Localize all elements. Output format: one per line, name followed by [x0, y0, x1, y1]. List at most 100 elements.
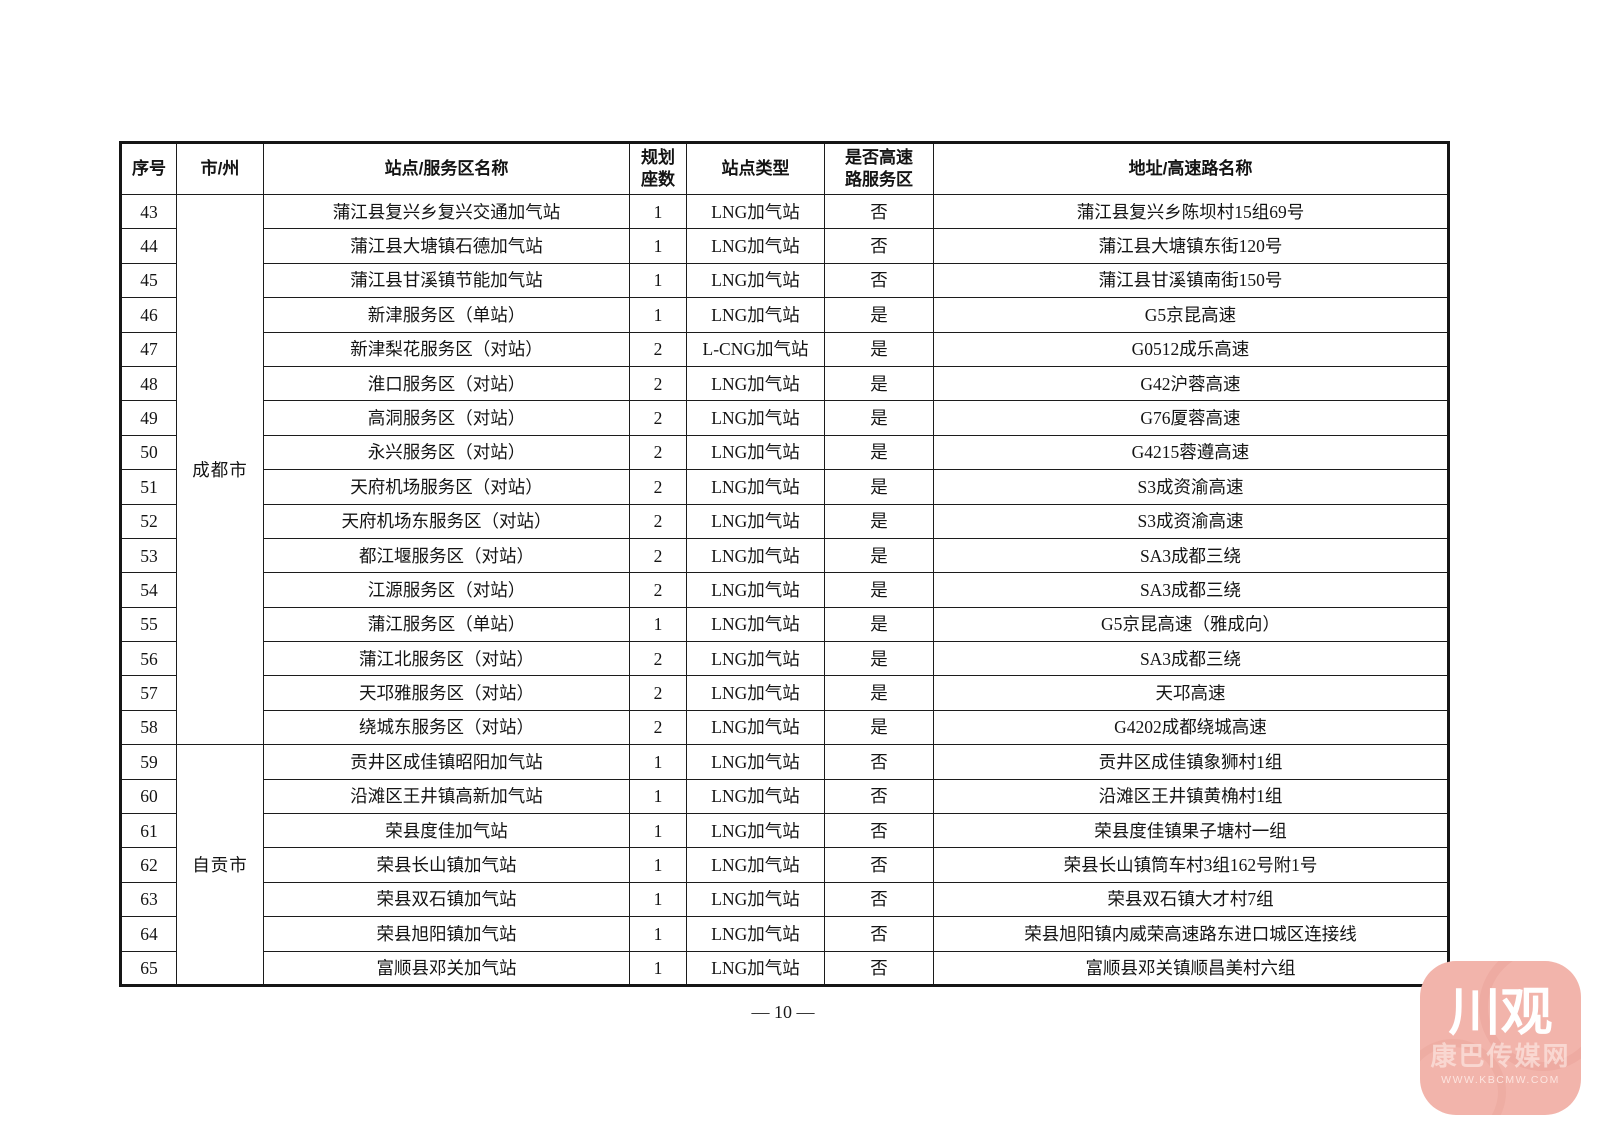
row-number-cell: 49 [120, 400, 177, 436]
highway-flag-cell: 是 [824, 503, 934, 539]
address-cell: G0512成乐高速 [933, 331, 1449, 367]
station-type-cell: LNG加气站 [686, 744, 825, 780]
station-type-cell: LNG加气站 [686, 537, 825, 574]
address-cell: G4202成都绕城高速 [933, 709, 1449, 746]
row-number-cell: 60 [120, 778, 177, 815]
highway-flag-cell: 否 [824, 193, 934, 230]
planned-count-cell: 2 [629, 675, 687, 711]
station-name-cell: 永兴服务区（对站） [263, 434, 630, 471]
highway-flag-cell: 是 [824, 709, 934, 746]
table-row: 65 富顺县邓关加气站 1 LNG加气站否富顺县邓关镇顺昌美村六组 [120, 950, 1449, 986]
planned-count-cell: 2 [629, 331, 687, 367]
highway-flag-cell: 是 [824, 469, 934, 505]
address-cell: SA3成都三绕 [933, 572, 1449, 608]
station-type-cell: LNG加气站 [686, 469, 825, 505]
station-name-cell: 贡井区成佳镇昭阳加气站 [263, 744, 630, 780]
table-row: 56 蒲江北服务区（对站） 2 LNG加气站是 SA3成都三绕 [120, 641, 1449, 677]
station-name-cell: 沿滩区王井镇高新加气站 [263, 778, 630, 815]
planned-count-cell: 1 [629, 950, 687, 986]
station-type-cell: LNG加气站 [686, 606, 825, 643]
station-type-cell: LNG加气站 [686, 365, 825, 402]
station-name-cell: 绕城东服务区（对站） [263, 709, 630, 746]
table-row: 48 淮口服务区（对站） 2 LNG加气站是 G42沪蓉高速 [120, 365, 1449, 402]
planned-count-cell: 2 [629, 434, 687, 471]
row-number-cell: 59 [120, 744, 177, 780]
station-type-cell: LNG加气站 [686, 572, 825, 608]
highway-flag-cell: 否 [824, 778, 934, 815]
column-header: 是否高速 路服务区 [824, 142, 934, 195]
highway-flag-cell: 是 [824, 400, 934, 436]
table-row: 44 蒲江县大塘镇石德加气站 1 LNG加气站否蒲江县大塘镇东街120号 [120, 228, 1449, 264]
column-header: 序号 [120, 142, 177, 195]
table-row: 60 沿滩区王井镇高新加气站 1 LNG加气站否沿滩区王井镇黄桷村1组 [120, 778, 1449, 815]
address-cell: 富顺县邓关镇顺昌美村六组 [933, 950, 1449, 986]
planned-count-cell: 1 [629, 916, 687, 952]
station-type-cell: LNG加气站 [686, 813, 825, 849]
station-name-cell: 蒲江县复兴乡复兴交通加气站 [263, 193, 630, 230]
row-number-cell: 61 [120, 813, 177, 849]
address-cell: 沿滩区王井镇黄桷村1组 [933, 778, 1449, 815]
address-cell: 蒲江县大塘镇东街120号 [933, 228, 1449, 264]
row-number-cell: 63 [120, 881, 177, 918]
station-type-cell: LNG加气站 [686, 709, 825, 746]
row-number-cell: 51 [120, 469, 177, 505]
station-name-cell: 新津服务区（单站） [263, 297, 630, 333]
station-name-cell: 江源服务区（对站） [263, 572, 630, 608]
row-number-cell: 50 [120, 434, 177, 471]
highway-flag-cell: 是 [824, 434, 934, 471]
row-number-cell: 55 [120, 606, 177, 643]
row-number-cell: 43 [120, 193, 177, 230]
row-number-cell: 62 [120, 847, 177, 883]
table-row: 58 绕城东服务区（对站） 2 LNG加气站是 G4202成都绕城高速 [120, 709, 1449, 746]
watermark-badge: 川观 康巴传媒网 WWW.KBCMW.COM [1420, 961, 1581, 1115]
address-cell: G42沪蓉高速 [933, 365, 1449, 402]
address-cell: 荣县长山镇筒车村3组162号附1号 [933, 847, 1449, 883]
row-number-cell: 46 [120, 297, 177, 333]
station-name-cell: 天府机场东服务区（对站） [263, 503, 630, 539]
address-cell: 荣县双石镇大才村7组 [933, 881, 1449, 918]
planned-count-cell: 2 [629, 503, 687, 539]
column-header: 站点类型 [686, 142, 825, 195]
highway-flag-cell: 否 [824, 881, 934, 918]
planned-count-cell: 1 [629, 228, 687, 264]
table-row: 55 蒲江服务区（单站） 1 LNG加气站是 G5京昆高速（雅成向） [120, 606, 1449, 643]
column-header: 站点/服务区名称 [263, 142, 630, 195]
column-header: 规划 座数 [629, 142, 687, 195]
table-row: 57 天邛雅服务区（对站） 2 LNG加气站是天邛高速 [120, 675, 1449, 711]
city-cell: 成都市 [176, 193, 264, 746]
address-cell: G4215蓉遵高速 [933, 434, 1449, 471]
column-header: 地址/高速路名称 [933, 142, 1449, 195]
table-row: 49 高洞服务区（对站） 2 LNG加气站是 G76厦蓉高速 [120, 400, 1449, 436]
highway-flag-cell: 否 [824, 847, 934, 883]
address-cell: S3成资渝高速 [933, 469, 1449, 505]
station-name-cell: 高洞服务区（对站） [263, 400, 630, 436]
station-type-cell: LNG加气站 [686, 297, 825, 333]
address-cell: G76厦蓉高速 [933, 400, 1449, 436]
address-cell: G5京昆高速（雅成向） [933, 606, 1449, 643]
planned-count-cell: 2 [629, 572, 687, 608]
station-type-cell: LNG加气站 [686, 881, 825, 918]
row-number-cell: 48 [120, 365, 177, 402]
planned-count-cell: 2 [629, 469, 687, 505]
highway-flag-cell: 是 [824, 572, 934, 608]
stations-table: 序号 市/州 站点/服务区名称 规划 座数 站点类型 是否高速 路服务区 地址/高速路名称 … [119, 141, 1450, 987]
row-number-cell: 45 [120, 262, 177, 299]
highway-flag-cell: 是 [824, 365, 934, 402]
table-row: 62 荣县长山镇加气站 1 LNG加气站否荣县长山镇筒车村3组162号附1号 [120, 847, 1449, 883]
planned-count-cell: 1 [629, 297, 687, 333]
planned-count-cell: 1 [629, 744, 687, 780]
row-number-cell: 57 [120, 675, 177, 711]
watermark-title: 川观 [1448, 985, 1553, 1042]
highway-flag-cell: 否 [824, 262, 934, 299]
header-row: 序号 市/州 站点/服务区名称 规划 座数 站点类型 是否高速 路服务区 地址/高速路名称 [120, 142, 1449, 195]
address-cell: 荣县旭阳镇内威荣高速路东进口城区连接线 [933, 916, 1449, 952]
table-row: 51 天府机场服务区（对站） 2 LNG加气站是 S3成资渝高速 [120, 469, 1449, 505]
column-header: 市/州 [176, 142, 264, 195]
station-name-cell: 富顺县邓关加气站 [263, 950, 630, 986]
station-name-cell: 荣县旭阳镇加气站 [263, 916, 630, 952]
highway-flag-cell: 是 [824, 675, 934, 711]
table-row: 47 新津梨花服务区（对站） 2 L-CNG加气站是 G0512成乐高速 [120, 331, 1449, 367]
planned-count-cell: 1 [629, 193, 687, 230]
table-row: 64 荣县旭阳镇加气站 1 LNG加气站否荣县旭阳镇内威荣高速路东进口城区连接线 [120, 916, 1449, 952]
highway-flag-cell: 否 [824, 916, 934, 952]
